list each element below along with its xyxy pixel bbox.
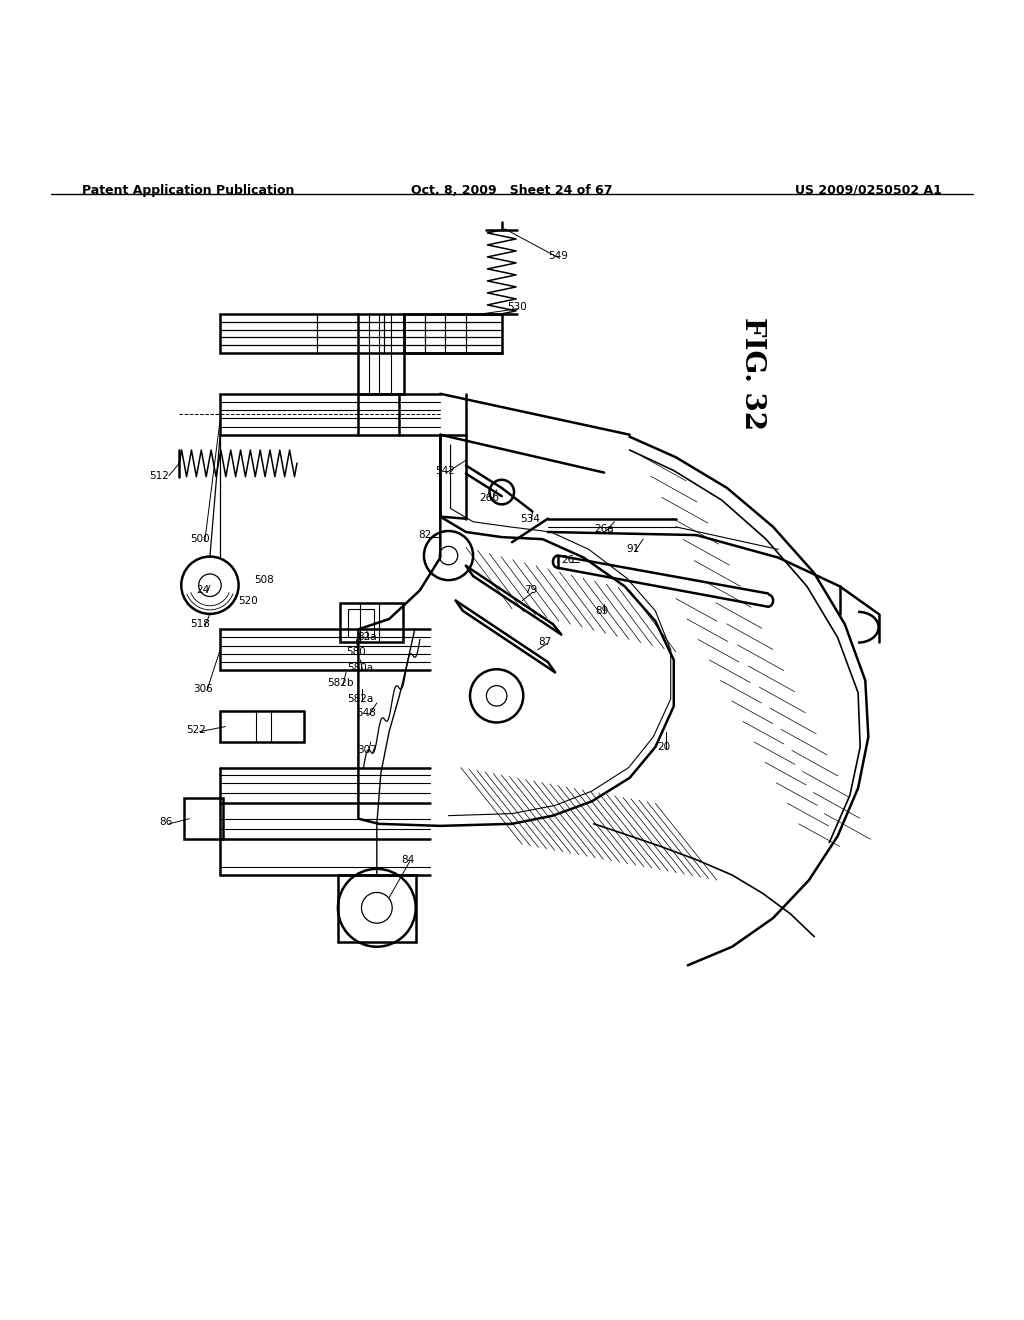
Text: FIG. 32: FIG. 32 xyxy=(739,317,766,430)
Text: 580a: 580a xyxy=(347,663,374,673)
Text: 91: 91 xyxy=(627,544,639,554)
Text: 26b: 26b xyxy=(479,494,500,503)
Text: 82a: 82a xyxy=(356,632,377,643)
Bar xyxy=(220,711,304,742)
Text: 549: 549 xyxy=(548,251,568,260)
Text: 79: 79 xyxy=(524,585,537,595)
Text: 86: 86 xyxy=(160,817,172,826)
Text: 520: 520 xyxy=(238,595,258,606)
Text: 582b: 582b xyxy=(327,677,353,688)
Text: 26: 26 xyxy=(562,554,574,565)
Text: 84: 84 xyxy=(401,854,414,865)
Text: 548: 548 xyxy=(356,709,377,718)
Text: 26a: 26a xyxy=(594,524,614,533)
Text: 82: 82 xyxy=(419,531,431,540)
Text: 542: 542 xyxy=(435,466,456,475)
Text: 522: 522 xyxy=(186,725,207,735)
Text: 512: 512 xyxy=(148,471,169,480)
Text: 500: 500 xyxy=(189,535,210,544)
Text: 89: 89 xyxy=(596,606,608,616)
Bar xyxy=(404,314,502,352)
Text: 582a: 582a xyxy=(347,694,374,704)
Text: 20: 20 xyxy=(657,742,670,752)
Text: 87: 87 xyxy=(539,636,551,647)
Text: 534: 534 xyxy=(520,513,541,524)
Text: 580: 580 xyxy=(346,647,367,657)
Bar xyxy=(184,799,223,840)
Text: 518: 518 xyxy=(189,619,210,630)
Text: US 2009/0250502 A1: US 2009/0250502 A1 xyxy=(796,183,942,197)
Text: 307: 307 xyxy=(356,744,377,755)
Bar xyxy=(348,609,374,638)
Bar xyxy=(340,603,403,642)
Text: 306: 306 xyxy=(193,684,213,694)
Text: 508: 508 xyxy=(254,576,274,585)
Text: Oct. 8, 2009   Sheet 24 of 67: Oct. 8, 2009 Sheet 24 of 67 xyxy=(412,183,612,197)
Text: 24: 24 xyxy=(197,585,209,595)
Text: 530: 530 xyxy=(507,302,527,312)
Text: Patent Application Publication: Patent Application Publication xyxy=(82,183,294,197)
